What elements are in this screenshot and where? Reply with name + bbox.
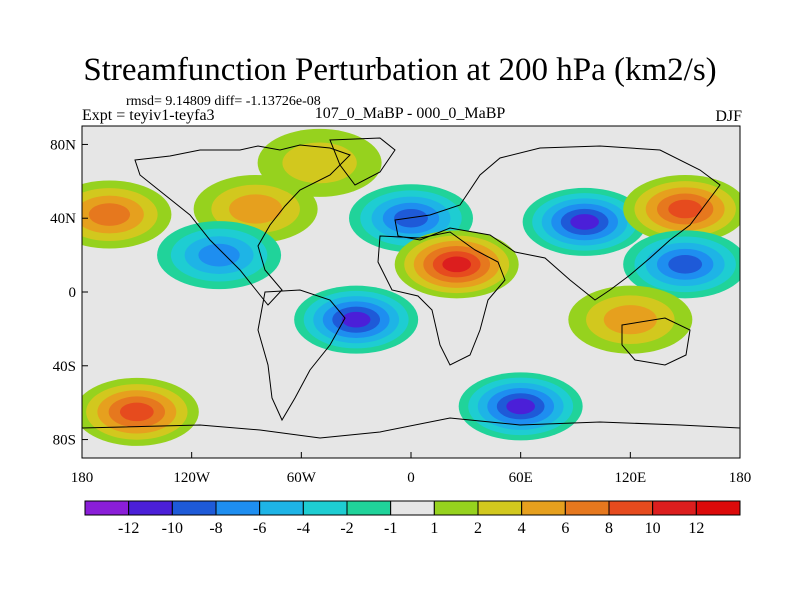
colorbar-box [215,500,261,516]
x-tick-label: 120E [614,470,646,486]
colorbar-label: 2 [474,520,482,537]
experiment-label: Expt = teyiv1-teyfa3 [82,107,215,124]
coastline-layer [82,137,740,439]
coastline-north-america [134,144,351,306]
y-tick-label: 80S [53,433,76,449]
colorbar-box [390,500,435,516]
coastline-africa [377,231,506,366]
field-contour-8-4 [668,255,703,274]
coastline-south-america [257,289,346,422]
field-layer [82,128,740,446]
chart-subtitle: 107_0_MaBP - 000_0_MaBP [314,105,506,122]
x-tick-label: 60W [287,470,317,486]
x-tick-label: 180 [729,470,752,486]
x-axis: 180 120W 60W 0 60E 120E 180 [71,452,752,486]
x-tick-label: 60E [509,470,533,486]
colorbar-box [433,500,479,516]
colorbar-label: 4 [518,520,526,537]
colorbar-label: 10 [645,520,661,537]
colorbar-box [302,500,348,516]
field-contour-0-3 [88,203,131,226]
y-axis: 80N 40N 0 40S 80S [50,137,88,449]
colorbar: -12 -10 -8 -6 -4 -2 -1 1 2 4 6 8 10 12 [84,500,741,537]
colorbar-label: -8 [209,520,222,537]
season-label: DJF [715,108,742,125]
colorbar-box [477,500,523,516]
field-contour-2-1 [282,142,357,184]
colorbar-label: -1 [384,520,397,537]
coastline-eurasia [394,145,721,301]
colorbar-box [652,500,697,516]
field-contour-12-2 [603,305,657,335]
field-contour-9-5 [341,311,371,328]
colorbar-label: -6 [253,520,266,537]
field-contour-10-4 [119,402,154,422]
coastline-australia [621,317,691,366]
field-contour-3-3 [198,243,240,267]
field-contour-5-5 [442,256,472,273]
colorbar-label: 8 [605,520,613,537]
x-tick-label: 0 [407,470,415,486]
y-tick-label: 80N [50,137,76,153]
y-tick-label: 40S [53,359,76,375]
coastline-greenland [329,137,396,186]
y-tick-label: 0 [69,285,77,301]
colorbar-box [84,500,130,516]
colorbar-label: 6 [561,520,569,537]
colorbar-label: -2 [340,520,353,537]
colorbar-label: 1 [430,520,438,537]
colorbar-box [171,500,217,516]
chart-title: Streamfunction Perturbation at 200 hPa (… [83,52,717,88]
field-contour-1-2 [229,194,283,224]
colorbar-box [521,500,566,516]
field-contour-7-4 [668,199,703,219]
x-tick-label: 180 [71,470,94,486]
rmsd-diff-stats: rmsd= 9.14809 diff= -1.13726e-08 [126,94,321,109]
colorbar-box [259,500,304,516]
colorbar-box [608,500,654,516]
colorbar-box [128,500,173,516]
x-tick-label: 120W [173,470,211,486]
colorbar-box [695,500,741,516]
field-contour-6-5 [570,214,599,230]
colorbar-label: -12 [118,520,139,537]
colorbar-label: -10 [162,520,183,537]
field-contour-4-4 [394,208,428,228]
coastline-antarctica [82,417,740,439]
colorbar-box [346,500,392,516]
field-contour-11-5 [506,398,535,415]
colorbar-label: -4 [297,520,310,537]
y-tick-label: 40N [50,211,76,227]
colorbar-box [564,500,610,516]
colorbar-label: 12 [688,520,704,537]
